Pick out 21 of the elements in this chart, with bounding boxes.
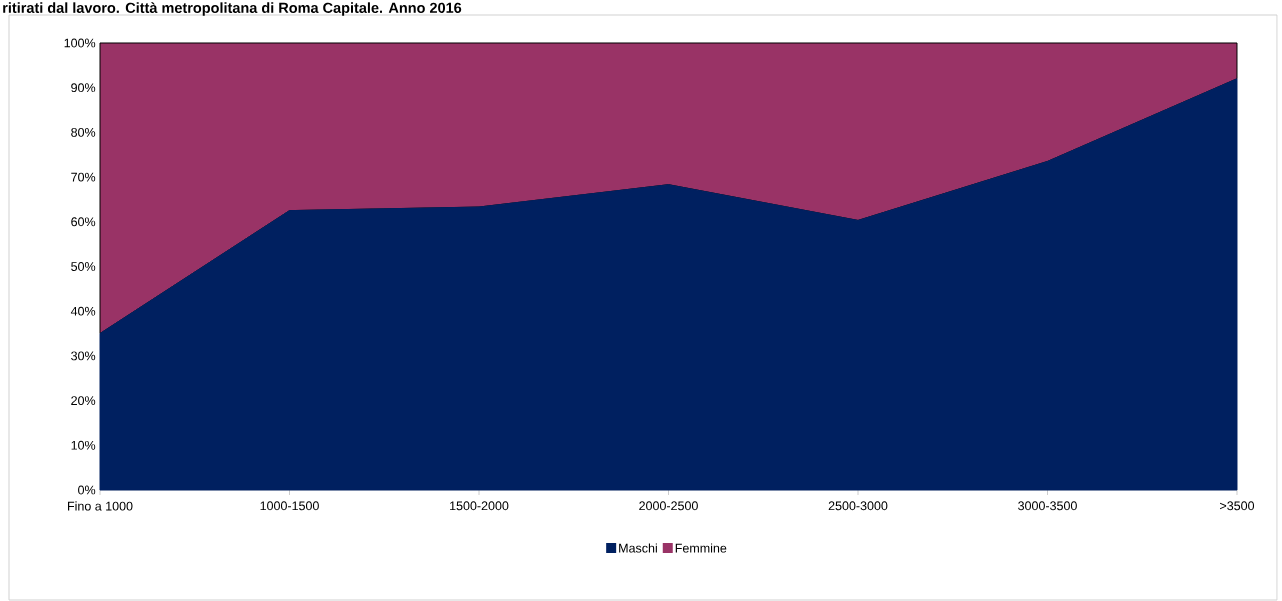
y-tick-label: 80% bbox=[71, 127, 96, 137]
legend-label: Femmine bbox=[675, 543, 727, 553]
x-tick-label: 1500-2000 bbox=[450, 501, 509, 511]
y-tick-label: 10% bbox=[71, 440, 96, 450]
y-tick-label: 20% bbox=[71, 396, 96, 406]
x-tick-label: 2500-3000 bbox=[828, 501, 888, 511]
y-tick-label: 30% bbox=[71, 351, 96, 361]
x-tick-label: >3500 bbox=[1220, 501, 1255, 511]
x-tick-label: 3000-3500 bbox=[1018, 501, 1077, 511]
x-tick-label: 2000-2500 bbox=[639, 501, 698, 511]
y-tick-label: 70% bbox=[71, 172, 96, 182]
y-tick-label: 60% bbox=[71, 217, 96, 227]
x-tick-label: Fino a 1000 bbox=[68, 501, 133, 511]
legend-label: Maschi bbox=[619, 543, 657, 553]
y-tick-label: 50% bbox=[71, 262, 96, 271]
y-tick-label: 90% bbox=[71, 83, 96, 93]
y-tick-label: 40% bbox=[70, 306, 96, 316]
y-tick-label: 0% bbox=[78, 485, 96, 495]
y-tick-label: 100% bbox=[64, 38, 96, 48]
chart-title: ritirati dal lavoro. Città metropolitana di Roma Capitale. Anno 2016 bbox=[3, 2, 462, 16]
x-tick-label: 1000-1500 bbox=[260, 501, 319, 511]
